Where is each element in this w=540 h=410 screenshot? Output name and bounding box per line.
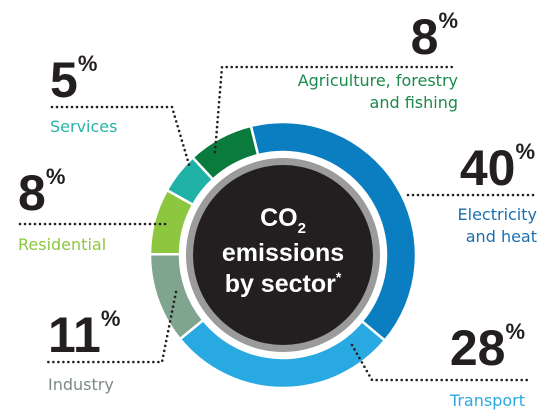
value-label: 5% [50,51,98,108]
value-label: 11% [48,306,121,363]
unit: % [100,306,121,331]
center-disc [193,165,373,345]
category-label: Electricity and heat [457,205,537,246]
category-label: Residential [18,235,107,254]
leader-line [46,290,178,364]
value-label: 8% [410,8,458,65]
category-label: Agriculture, forestry and fishing [297,71,458,112]
category-label: Industry [48,375,114,394]
unit: % [45,164,66,189]
leader-line [50,105,192,170]
unit: % [77,51,98,76]
leader-line [213,65,457,154]
title-line2: emissions [222,239,344,267]
title-line3: by sector* [225,269,342,298]
unit: % [438,8,458,33]
title-sub: 2 [298,220,306,237]
value-label: 28% [449,319,525,376]
title-chem: CO [260,204,298,232]
unit: % [505,319,525,344]
category-label: Transport [449,391,525,410]
title-text: by sector [225,270,336,298]
category-label: Services [50,117,118,136]
segment [190,124,260,182]
unit: % [515,139,535,164]
value-label: 8% [18,164,66,221]
title-line1: CO2 [260,204,306,237]
leader-line [350,343,530,382]
title-mark: * [336,269,342,285]
value-label: 40% [459,139,535,196]
